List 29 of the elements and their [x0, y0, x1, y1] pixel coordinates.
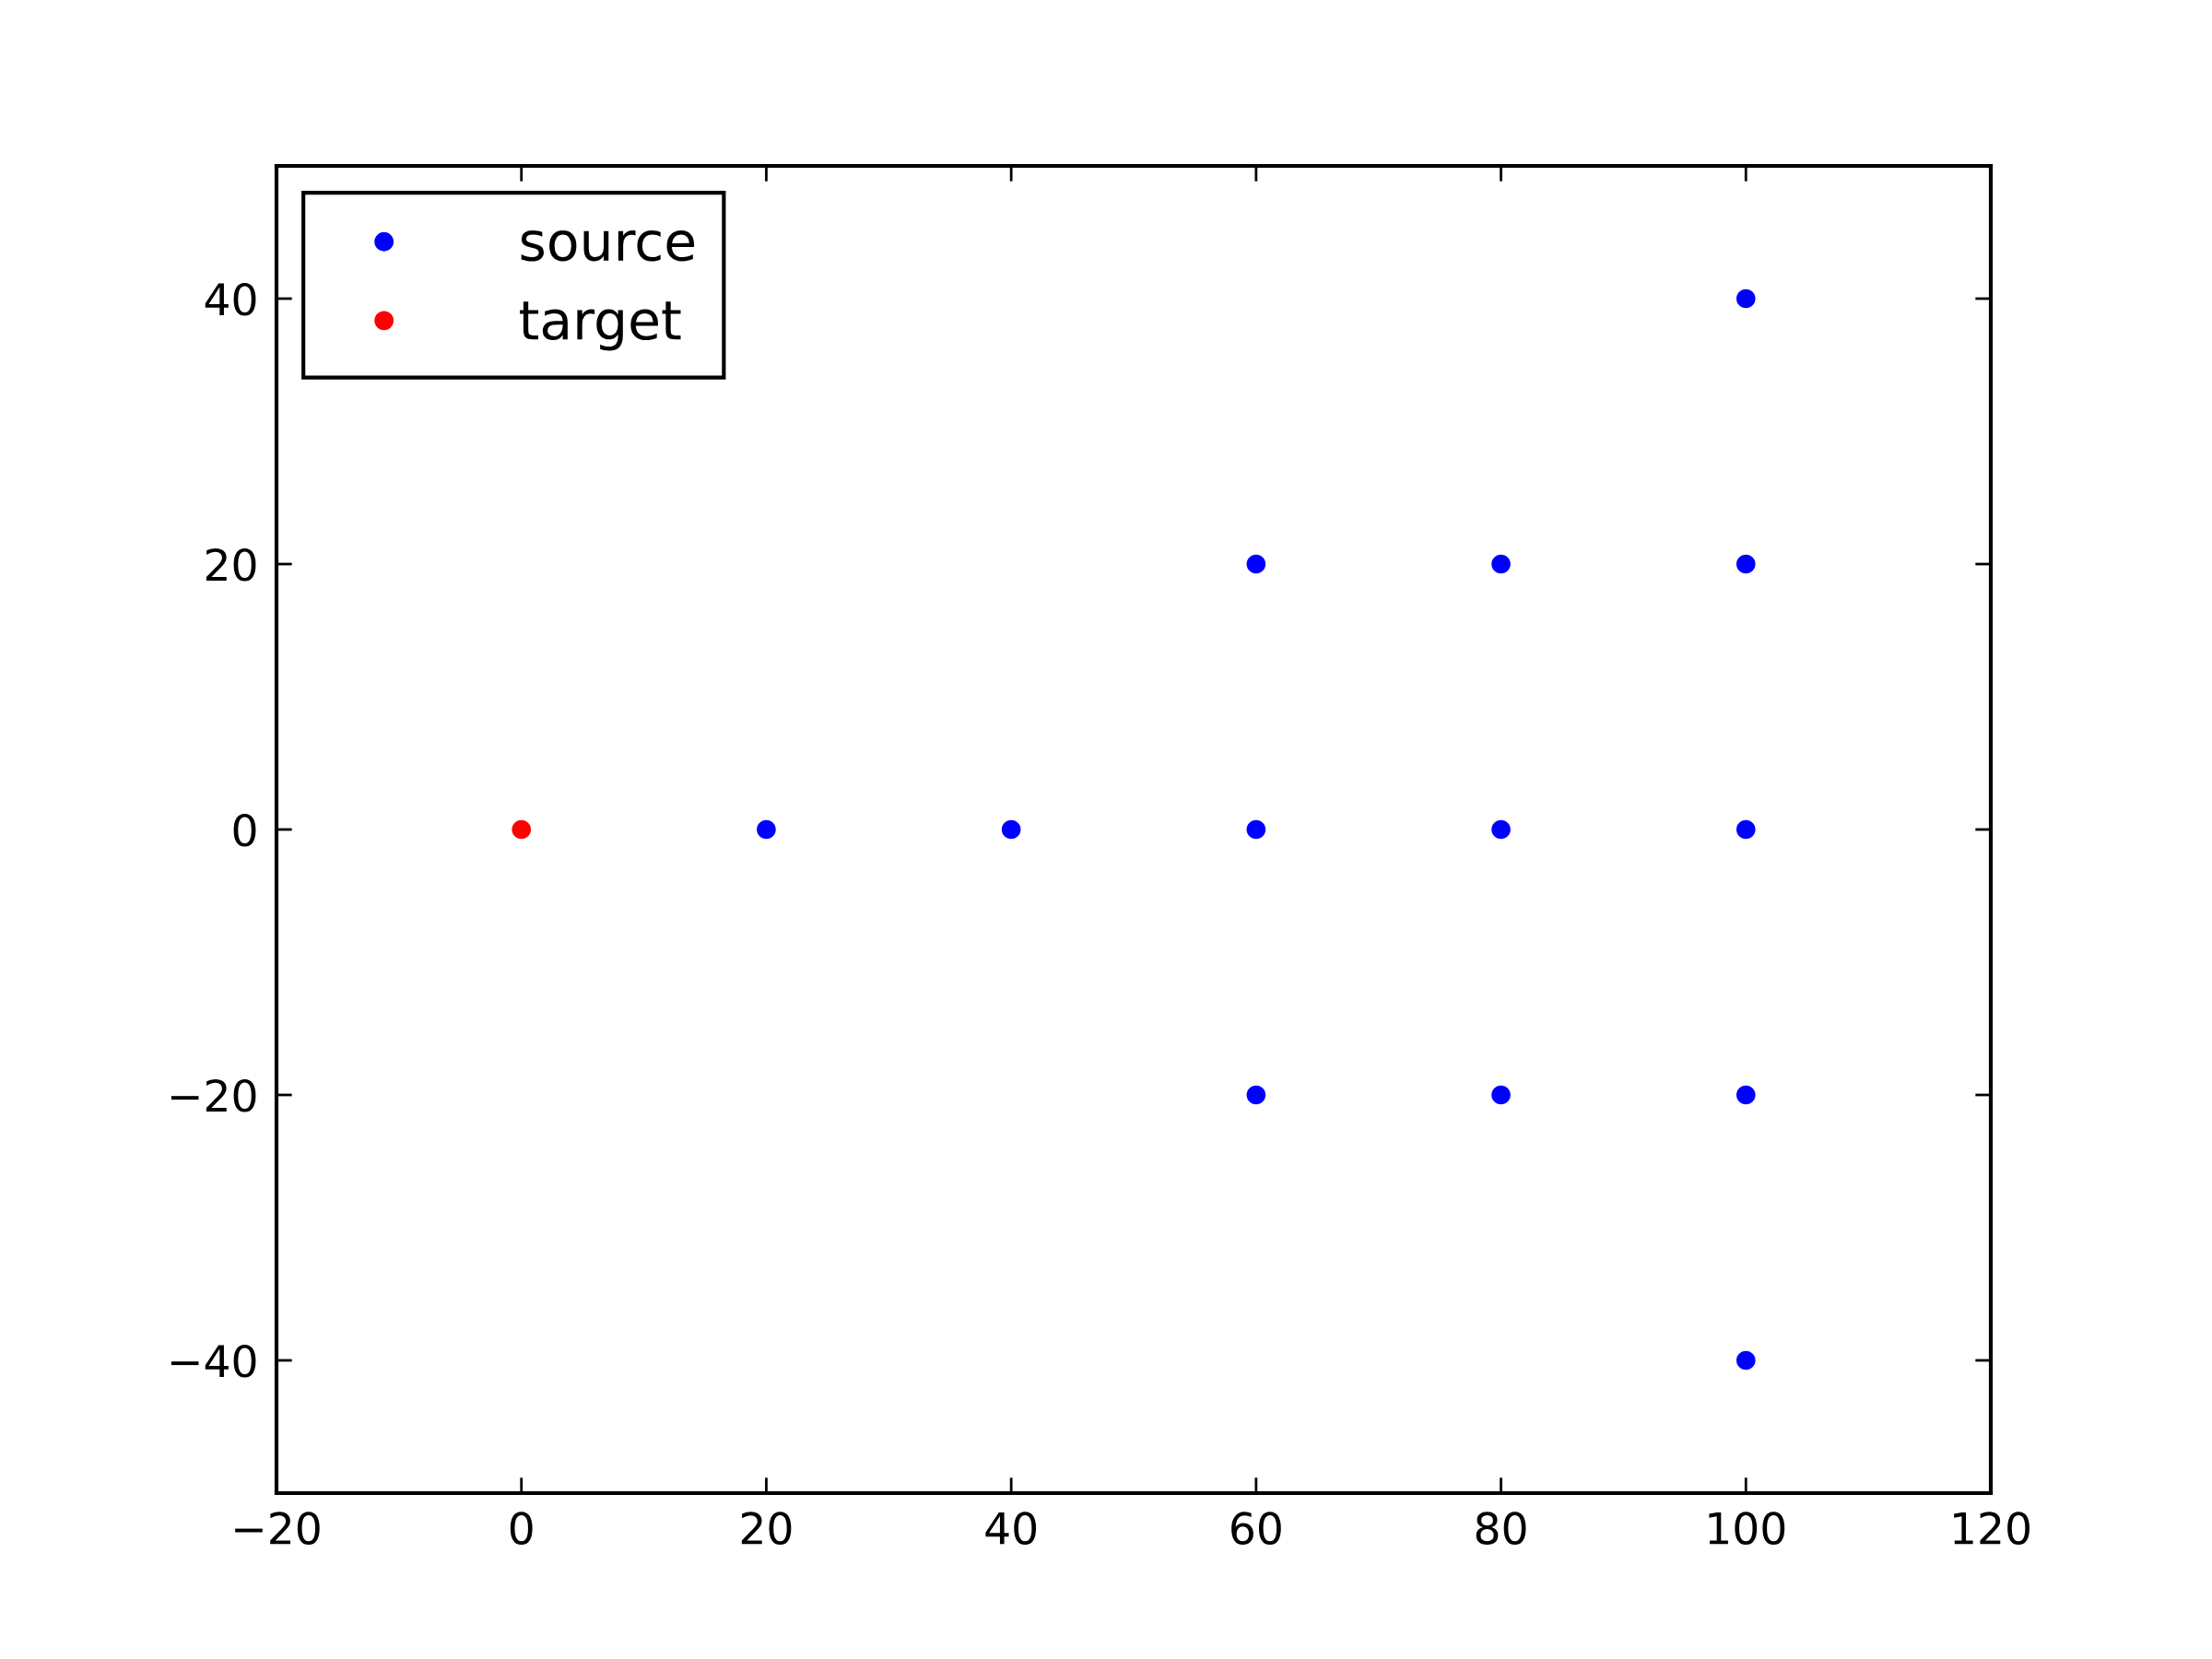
x-tick-label: 60: [1231, 1512, 1281, 1545]
point: [1491, 819, 1511, 840]
point: [512, 819, 532, 840]
x-tick-label: −20: [235, 1512, 320, 1545]
y-tick-label: 40: [205, 282, 256, 316]
x-tick-label: 80: [1476, 1512, 1526, 1545]
point: [757, 819, 776, 840]
x-tick-label: 100: [1709, 1512, 1785, 1545]
y-tick-label: 20: [206, 547, 256, 582]
y-tick-label: −20: [171, 1078, 256, 1112]
point: [1491, 1085, 1511, 1105]
point: [1735, 1085, 1756, 1105]
legend-label: source: [521, 229, 695, 262]
point: [1735, 819, 1756, 840]
x-tick-label: 120: [1954, 1512, 2030, 1545]
x-tick-label: 20: [741, 1512, 792, 1545]
point: [1491, 554, 1511, 574]
legend-label: target: [520, 301, 681, 351]
point: [1001, 819, 1021, 840]
y-tick-label: 0: [233, 813, 256, 847]
point: [1735, 288, 1756, 309]
x-tick-label: 0: [510, 1512, 533, 1545]
point: [1246, 1085, 1266, 1105]
point: [1246, 554, 1266, 574]
point: [1246, 819, 1266, 840]
x-tick-label: 40: [985, 1512, 1037, 1545]
point: [1735, 554, 1756, 574]
point: [1735, 1350, 1756, 1371]
y-tick-label: −40: [171, 1344, 256, 1378]
